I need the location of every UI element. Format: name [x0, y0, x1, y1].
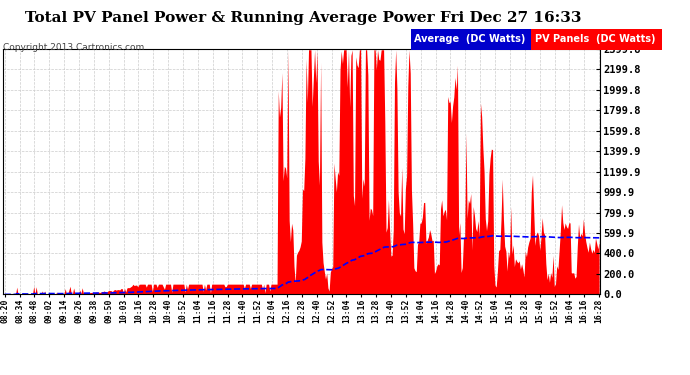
- Text: Average  (DC Watts): Average (DC Watts): [414, 34, 525, 44]
- Text: PV Panels  (DC Watts): PV Panels (DC Watts): [535, 34, 656, 44]
- Text: Copyright 2013 Cartronics.com: Copyright 2013 Cartronics.com: [3, 43, 145, 52]
- Text: Total PV Panel Power & Running Average Power Fri Dec 27 16:33: Total PV Panel Power & Running Average P…: [26, 11, 582, 25]
